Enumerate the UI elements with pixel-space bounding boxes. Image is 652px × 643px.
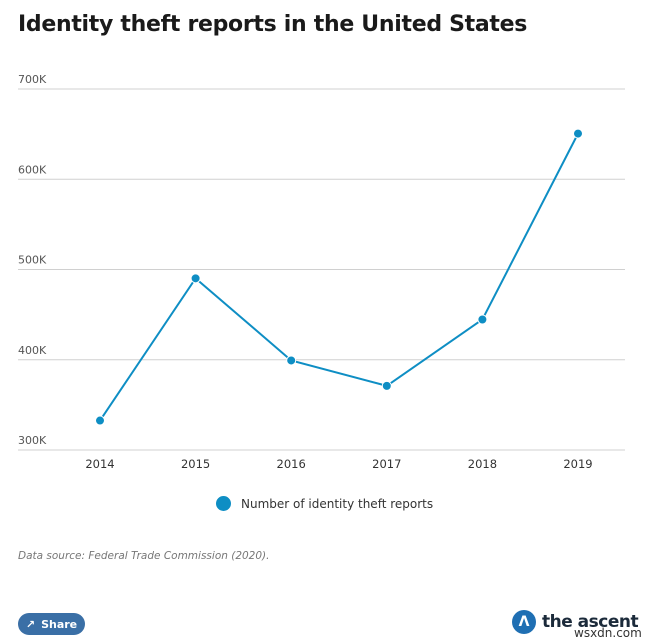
data-point: [95, 415, 105, 426]
y-tick-label: 300K: [18, 434, 47, 447]
legend-label: Number of identity theft reports: [241, 496, 434, 511]
ascent-logo-icon: Λ: [512, 610, 536, 634]
y-tick-label: 400K: [18, 344, 47, 357]
legend-marker: [216, 496, 231, 511]
data-point: [381, 380, 392, 391]
y-tick-label: 700K: [18, 73, 47, 86]
series-line: [99, 133, 579, 422]
x-tick-label: 2019: [563, 457, 592, 471]
the-ascent-logo: Λ the ascent: [512, 610, 639, 634]
data-point: [286, 355, 297, 366]
x-tick-label: 2014: [85, 457, 114, 471]
share-button[interactable]: ↗ Share: [18, 613, 85, 635]
chart-title: Identity theft reports in the United Sta…: [18, 12, 528, 37]
x-tick-label: 2018: [468, 457, 497, 471]
share-icon: ↗: [25, 617, 36, 631]
logo-text: the ascent: [542, 612, 639, 632]
data-source: Data source: Federal Trade Commission (2…: [18, 550, 270, 562]
line-chart: 300K 400K 500K 600K 700K 2014 2015 2016 2017 2018…: [18, 73, 625, 471]
legend[interactable]: Number of identity theft reports: [216, 496, 433, 511]
data-point: [190, 273, 201, 284]
data-point: [477, 314, 488, 325]
x-tick-label: 2016: [277, 457, 306, 471]
y-tick-label: 500K: [18, 254, 47, 267]
y-tick-label: 600K: [18, 163, 47, 176]
x-tick-label: 2017: [372, 457, 401, 471]
watermark: wsxdn.com: [574, 626, 642, 640]
share-label: Share: [41, 617, 78, 631]
data-point: [573, 128, 583, 139]
x-tick-label: 2015: [181, 457, 210, 471]
